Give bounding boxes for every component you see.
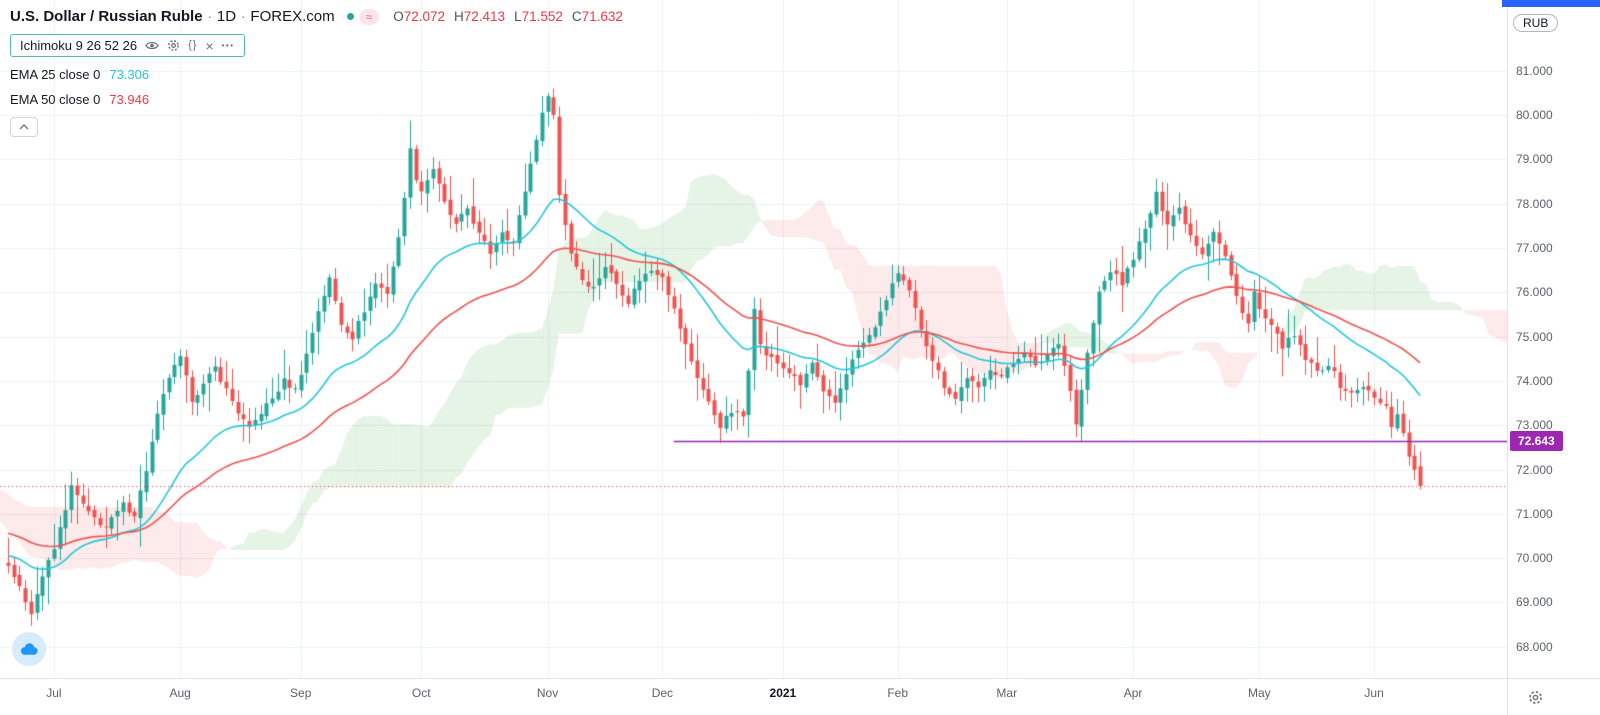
time-label: Sep — [290, 686, 312, 700]
chart-pane[interactable]: U.S. Dollar / Russian Ruble · 1D · FOREX… — [0, 0, 1507, 678]
ema50-legend[interactable]: EMA 50 close 0 73.946 — [10, 92, 623, 107]
high-value: H72.413 — [454, 9, 506, 24]
separator-dot: · — [207, 9, 212, 24]
price-label: 72.000 — [1516, 462, 1553, 477]
collapse-indicators-button[interactable] — [10, 117, 38, 137]
cloud-icon — [20, 643, 38, 655]
ichimoku-legend[interactable]: Ichimoku 9 26 52 26 {} × ••• — [10, 34, 245, 57]
interval-label[interactable]: 1D — [216, 8, 237, 25]
price-label: 79.000 — [1516, 152, 1553, 167]
low-value: L71.552 — [514, 9, 563, 24]
price-tag: 72.643 — [1510, 431, 1563, 452]
top-blue-strip — [1502, 0, 1600, 7]
ema25-legend[interactable]: EMA 25 close 0 73.306 — [10, 67, 623, 82]
price-label: 70.000 — [1516, 551, 1553, 566]
ohlc-readout: O72.072 H72.413 L71.552 C71.632 — [393, 9, 623, 24]
time-label: Dec — [651, 686, 674, 700]
ema50-label: EMA 50 close 0 — [10, 92, 101, 107]
price-label: 69.000 — [1516, 595, 1553, 610]
ema50-value: 73.946 — [109, 92, 150, 107]
ema25-label: EMA 25 close 0 — [10, 67, 101, 82]
ema25-value: 73.306 — [109, 67, 150, 82]
price-label: 78.000 — [1516, 196, 1553, 211]
exchange-label[interactable]: FOREX.com — [250, 8, 335, 25]
price-label: 81.000 — [1516, 63, 1553, 78]
time-label: Jun — [1364, 686, 1384, 700]
time-axis[interactable]: Jul Aug Sep Oct Nov Dec 2021 Feb Mar Apr May Jun — [0, 678, 1507, 715]
price-label: 71.000 — [1516, 506, 1553, 521]
symbol-legend-row: U.S. Dollar / Russian Ruble · 1D · FOREX… — [10, 8, 623, 25]
ichimoku-label: Ichimoku 9 26 52 26 — [20, 38, 138, 53]
close-icon[interactable]: × — [205, 37, 214, 54]
price-axis[interactable]: RUB 72.643 81.000 80.000 79.000 78.000 77.00… — [1507, 0, 1600, 678]
time-label: Mar — [996, 686, 1018, 700]
separator-dot: · — [241, 9, 246, 24]
time-label: May — [1247, 686, 1271, 700]
time-label: Apr — [1123, 686, 1143, 700]
time-label: Jul — [46, 686, 62, 700]
time-label: Aug — [169, 686, 191, 700]
chevron-up-icon — [19, 124, 29, 130]
close-value: C71.632 — [571, 9, 623, 24]
axis-corner — [1507, 678, 1600, 715]
time-label: Feb — [887, 686, 909, 700]
price-label: 77.000 — [1516, 241, 1553, 256]
settings-gear-icon[interactable] — [1528, 690, 1543, 705]
time-label: Nov — [536, 686, 559, 700]
eye-icon[interactable] — [145, 40, 159, 51]
time-label: Oct — [411, 686, 431, 700]
price-label: 68.000 — [1516, 639, 1553, 654]
time-label: 2021 — [769, 686, 797, 700]
chart-legend: U.S. Dollar / Russian Ruble · 1D · FOREX… — [10, 8, 623, 137]
chart-canvas[interactable] — [0, 0, 1507, 678]
price-label: 76.000 — [1516, 285, 1553, 300]
price-label: 75.000 — [1516, 329, 1553, 344]
currency-toggle[interactable]: RUB — [1513, 14, 1559, 32]
price-label: 74.000 — [1516, 373, 1553, 388]
market-status-dot-icon[interactable] — [346, 13, 354, 20]
price-label: 80.000 — [1516, 108, 1553, 123]
source-code-icon[interactable]: {} — [188, 39, 198, 51]
symbol-title[interactable]: U.S. Dollar / Russian Ruble — [10, 8, 203, 25]
gear-icon[interactable] — [167, 39, 180, 52]
more-options-icon[interactable]: ••• — [221, 40, 235, 50]
open-value: O72.072 — [393, 9, 446, 24]
delayed-data-badge[interactable]: ≈ — [358, 8, 380, 25]
price-label: 73.000 — [1516, 418, 1553, 433]
cloud-logo-button[interactable] — [12, 632, 46, 666]
